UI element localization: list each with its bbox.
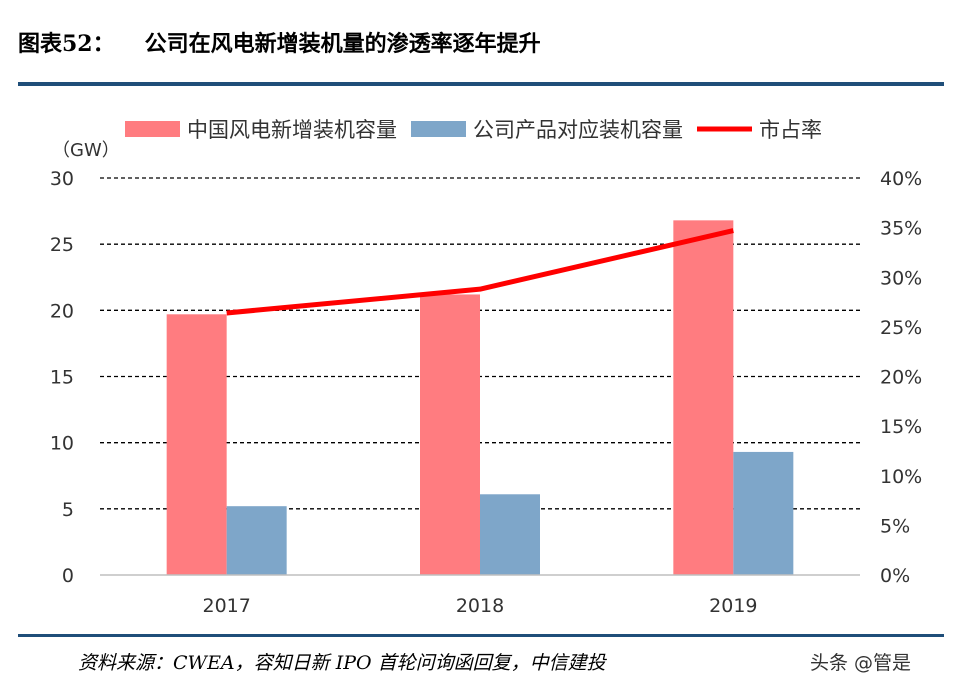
- bar-market: [673, 220, 734, 575]
- bar-market: [420, 294, 480, 575]
- x-tick-label: 2017: [202, 595, 250, 617]
- y2-tick-label: 0%: [880, 565, 910, 587]
- share-line: [226, 228, 734, 316]
- legend-label: 中国风电新增装机容量: [187, 118, 397, 142]
- y-tick-label: 15: [50, 367, 74, 389]
- source-note: 资料来源：CWEA，容知日新 IPO 首轮问询函回复，中信建投: [78, 652, 606, 674]
- share-line-path: [226, 228, 734, 316]
- watermark: 头条 @管是: [810, 652, 912, 674]
- figure-title-text: 公司在风电新增装机量的渗透率逐年提升: [144, 31, 541, 57]
- figure-label: 图表52：: [18, 31, 115, 57]
- legend-swatch: [125, 121, 180, 137]
- y2-tick-label: 40%: [880, 168, 922, 190]
- y2-tick-label: 35%: [880, 218, 922, 240]
- y2-tick-label: 30%: [880, 267, 922, 289]
- top-divider: [18, 82, 944, 86]
- bar-company: [226, 506, 287, 575]
- bar-market: [166, 314, 227, 575]
- figure-title: 图表52： 公司在风电新增装机量的渗透率逐年提升: [18, 26, 541, 58]
- y2-tick-label: 5%: [880, 515, 910, 537]
- x-tick-label: 2018: [456, 595, 504, 617]
- combo-chart: 0 5 10 15 20 25 30 0% 5% 10% 15% 20% 25% 30% 35% 40% （GW…: [50, 118, 922, 617]
- y2-tick-label: 20%: [880, 367, 922, 389]
- bar-company: [480, 494, 540, 575]
- legend-label: 公司产品对应装机容量: [473, 118, 683, 142]
- y2-tick-label: 15%: [880, 416, 922, 438]
- x-tick-label: 2019: [709, 595, 757, 617]
- y-tick-label: 5: [62, 499, 74, 521]
- y-tick-label: 30: [50, 168, 74, 190]
- legend-swatch: [411, 121, 466, 137]
- y-tick-label: 10: [50, 433, 74, 455]
- y-axis-unit: （GW）: [52, 140, 120, 161]
- bar-company: [733, 451, 794, 575]
- y-tick-label: 25: [50, 234, 74, 256]
- bars: [166, 220, 794, 575]
- bottom-divider: [18, 634, 944, 637]
- axes: 0 5 10 15 20 25 30 0% 5% 10% 15% 20% 25% 30% 35% 40% （GW…: [50, 140, 922, 617]
- y2-tick-label: 25%: [880, 317, 922, 339]
- legend: 中国风电新增装机容量 公司产品对应装机容量 市占率: [125, 118, 822, 142]
- y2-tick-label: 10%: [880, 466, 922, 488]
- y-tick-label: 0: [62, 565, 74, 587]
- y-tick-label: 20: [50, 300, 74, 322]
- legend-label: 市占率: [759, 118, 822, 142]
